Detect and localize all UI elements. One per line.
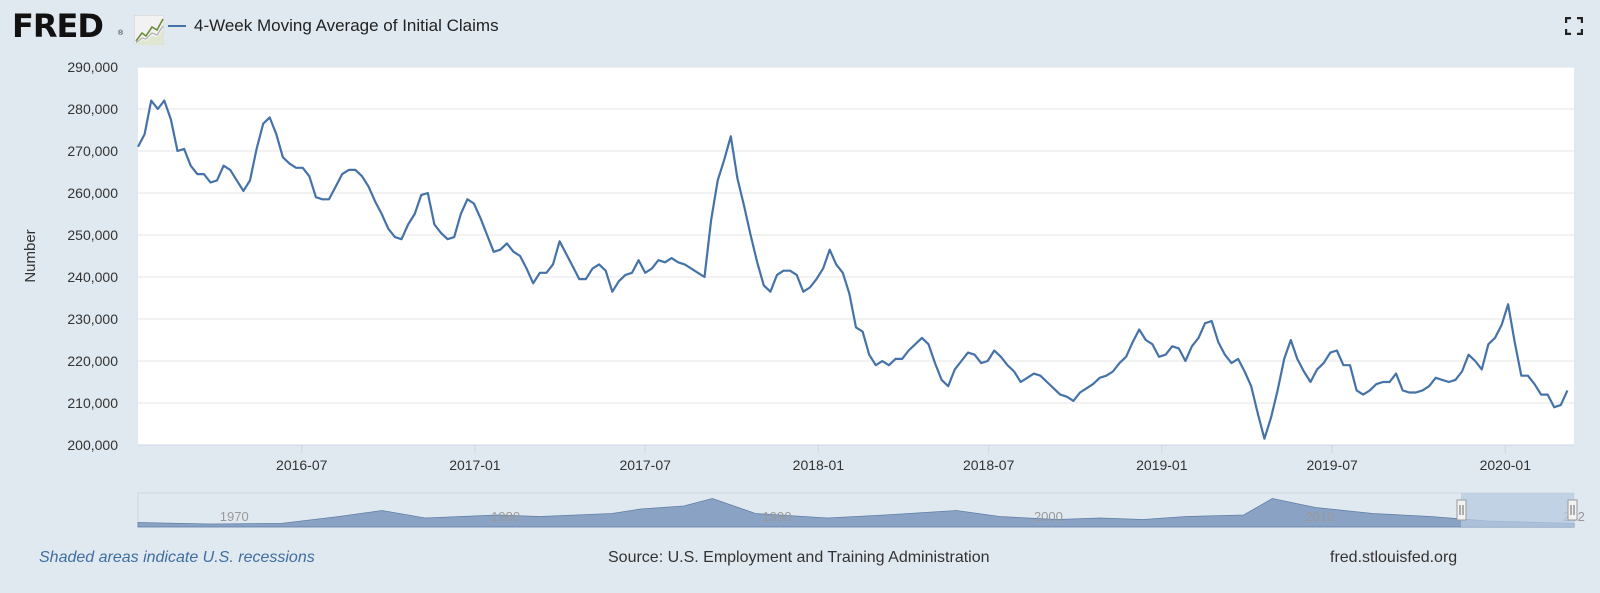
series-line-group	[137, 99, 1569, 440]
x-tick-label: 2019-01	[1136, 457, 1188, 473]
x-tick-label: 2020-01	[1480, 457, 1532, 473]
navigator-handle-right[interactable]	[1567, 499, 1578, 521]
fred-graph-icon	[134, 15, 164, 45]
y-axis-title: Number	[22, 229, 39, 282]
navigator[interactable]: 19701980199020002010202	[137, 492, 1585, 528]
x-tick-label: 2019-07	[1306, 457, 1358, 473]
x-axis-ticks: 2016-07 2017-01 2017-07 2018-01 2018-07 2019-…	[276, 445, 1531, 473]
navigator-year-label: 2010	[1305, 509, 1334, 524]
legend-label: 4-Week Moving Average of Initial Claims	[194, 16, 499, 35]
y-axis-ticks: 200,000 210,000 220,000 230,000 240,000 250,0…	[67, 59, 118, 453]
fred-logo-text: FRED	[12, 7, 104, 45]
y-tick-label: 290,000	[67, 59, 118, 75]
registered-mark: ®	[118, 30, 124, 37]
y-tick-label: 260,000	[67, 185, 118, 201]
plot-area	[138, 67, 1574, 445]
recession-note-link[interactable]: Shaded areas indicate U.S. recessions	[39, 549, 315, 566]
y-tick-label: 210,000	[67, 395, 118, 411]
legend-item-series[interactable]: 4-Week Moving Average of Initial Claims	[168, 16, 499, 36]
legend-swatch	[168, 25, 186, 27]
y-tick-label: 240,000	[67, 269, 118, 285]
y-tick-label: 250,000	[67, 227, 118, 243]
fullscreen-icon[interactable]	[1565, 17, 1583, 35]
x-tick-label: 2018-07	[963, 457, 1015, 473]
navigator-year-label: 1980	[491, 509, 520, 524]
navigator-selection[interactable]	[1461, 493, 1574, 527]
navigator-year-label: 1990	[763, 509, 792, 524]
navigator-year-label: 2000	[1034, 509, 1063, 524]
x-tick-label: 2017-01	[449, 457, 501, 473]
navigator-year-label: 1970	[220, 509, 249, 524]
y-tick-label: 200,000	[67, 437, 118, 453]
grid-lines	[138, 66, 1574, 446]
y-tick-label: 270,000	[67, 143, 118, 159]
x-tick-label: 2018-01	[793, 457, 845, 473]
y-tick-label: 230,000	[67, 311, 118, 327]
y-tick-label: 220,000	[67, 353, 118, 369]
source-text: Source: U.S. Employment and Training Adm…	[608, 549, 990, 566]
x-tick-label: 2017-07	[620, 457, 672, 473]
x-tick-label: 2016-07	[276, 457, 328, 473]
navigator-handle-left[interactable]	[1456, 499, 1467, 521]
series-line[interactable]	[137, 99, 1569, 440]
navigator-area	[137, 498, 1575, 528]
chart-header: FRED ® 4-Week Moving Average of Initial …	[0, 0, 1600, 55]
site-url[interactable]: fred.stlouisfed.org	[1330, 549, 1458, 566]
y-tick-label: 280,000	[67, 101, 118, 117]
